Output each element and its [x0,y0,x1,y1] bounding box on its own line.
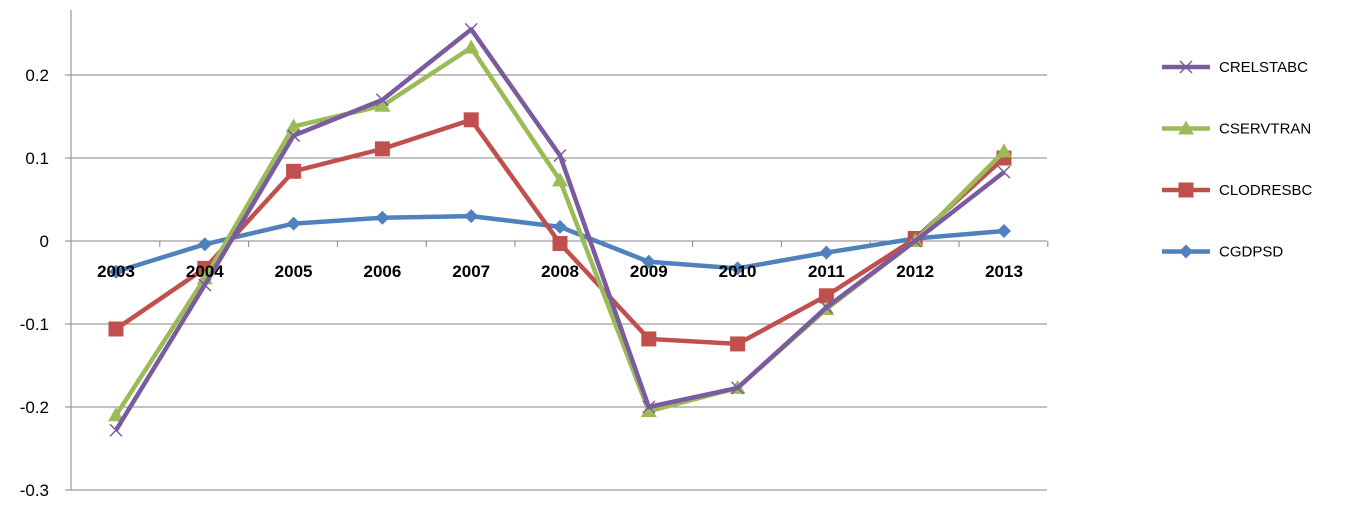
legend-marker [1178,120,1194,135]
data-point-x [819,300,833,314]
legend-marker [1179,60,1193,74]
data-point-diamond [197,237,212,252]
y-axis-tick-labels: -0.3 -0.2 -0.1 0 0.1 0.2 [20,66,49,500]
data-point-square [374,141,390,157]
data-point-x [731,381,745,395]
data-point-diamond [109,264,123,279]
data-point-x [997,165,1011,179]
legend-item: CGDPSD [1162,244,1283,261]
y-tick-label: -0.2 [20,398,49,417]
x-tick-label: 2012 [896,262,934,281]
data-point-diamond [730,261,745,276]
data-point-diamond [375,210,390,225]
data-point-square [641,331,657,347]
legend-item: CRELSTABC [1162,59,1308,76]
data-point-triangle [640,403,657,418]
data-point-x [642,400,656,414]
x-tick-label: 2011 [808,262,845,281]
y-tick-label: 0.1 [25,149,49,168]
series-crelstabc [109,22,1011,437]
legend-item: CSERVTRAN [1162,120,1311,138]
data-point-square [108,321,124,337]
data-point-diamond [819,245,834,260]
data-point-triangle [374,97,391,112]
data-point-triangle [285,118,302,133]
legend-item: CLODRESBC [1162,182,1313,199]
data-point-x [908,234,922,248]
x-tick-label: 2009 [630,262,668,281]
y-tick-label: -0.3 [20,481,49,500]
legend-label: CRELSTABC [1219,59,1308,76]
data-point-diamond [553,219,567,234]
x-tick-label: 2007 [452,262,490,281]
x-tick-label: 2005 [275,262,313,281]
data-point-diamond [286,216,301,231]
data-point-x [287,129,301,143]
legend-marker [1178,182,1194,198]
data-point-x [109,423,123,437]
series-cgdpsd [109,209,1011,279]
data-point-square [286,163,302,179]
data-point-diamond [997,224,1011,239]
legend: CRELSTABC CSERVTRAN CLODRESBC CGDPSD [1162,59,1313,261]
x-tick-label: 2006 [363,262,401,281]
data-point-square [818,288,834,304]
x-tick-label: 2013 [985,262,1023,281]
x-tick-label: 2004 [186,262,224,281]
data-point-triangle [108,407,124,422]
data-point-x [553,148,567,163]
data-point-triangle [552,172,568,187]
y-tick-label: -0.1 [20,315,49,334]
y-tick-label: 0 [40,232,49,251]
x-tick-label: 2003 [97,262,135,281]
data-point-triangle [996,143,1012,158]
data-point-diamond [641,254,656,269]
data-point-x [464,22,478,36]
data-point-triangle [463,39,480,54]
gridlines [71,74,1047,491]
data-point-square [552,235,568,251]
data-point-x [375,93,389,107]
legend-marker [1179,244,1193,259]
data-point-square [730,336,746,352]
x-axis-tick-labels: 2003 2004 2005 2006 2007 2008 2009 2010 2011 2012… [97,262,1023,281]
data-point-square [463,112,479,128]
data-point-x [198,278,212,292]
x-tick-label: 2008 [541,262,579,281]
legend-label: CSERVTRAN [1219,121,1311,138]
legend-label: CGDPSD [1219,244,1283,261]
data-point-diamond [464,209,479,224]
series-lines [108,22,1012,437]
y-tick-label: 0.2 [25,66,49,85]
legend-label: CLODRESBC [1219,182,1313,199]
x-tick-label: 2010 [719,262,757,281]
